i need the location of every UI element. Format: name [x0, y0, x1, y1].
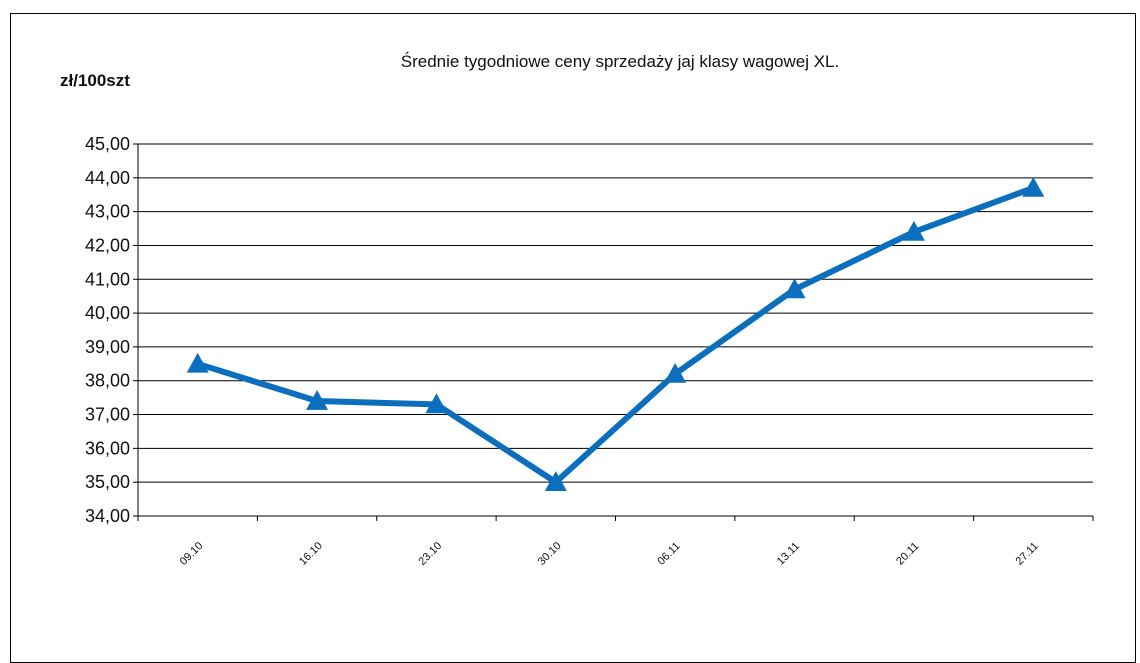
y-axis-label: zł/100szt: [60, 71, 130, 90]
x-tick-label: 23.10: [416, 540, 444, 568]
x-tick-label: 09.10: [178, 540, 206, 568]
x-tick-label: 30.10: [536, 540, 564, 568]
x-tick-labels: 09.10 16.10 23.10 30.10 06.11 13.11 20.11 27.11: [178, 540, 1041, 568]
chart-title: Średnie tygodniowe ceny sprzedaży jaj kl…: [400, 52, 840, 71]
data-point-marker: [306, 390, 329, 410]
data-point-marker: [186, 352, 209, 373]
data-point-marker: [1022, 176, 1045, 197]
y-tick-label: 35,00: [85, 472, 130, 492]
data-point-marker: [783, 278, 806, 299]
chart-frame: [10, 13, 1136, 663]
series-line: [196, 185, 1035, 486]
gridlines: [138, 143, 1093, 517]
y-tick-label: 34,00: [85, 506, 130, 526]
data-point-marker: [902, 220, 925, 241]
data-point-marker: [544, 471, 567, 491]
y-tick-label: 38,00: [85, 371, 130, 391]
y-tick-label: 41,00: [85, 269, 130, 289]
y-tick-label: 40,00: [85, 303, 130, 323]
data-point-marker: [425, 393, 448, 414]
x-tick-label: 06.11: [655, 540, 682, 567]
x-tick-label: 13.11: [775, 540, 802, 567]
x-tick-label: 27.11: [1014, 540, 1041, 567]
series-layer: [186, 176, 1045, 491]
y-tick-labels: 34,00 35,00 36,00 37,00 38,00 39,00 40,00 41,00…: [85, 134, 130, 526]
y-tick-label: 43,00: [85, 202, 130, 222]
y-tick-label: 45,00: [85, 134, 130, 154]
x-tick-label: 16.10: [297, 540, 325, 568]
y-tick-label: 36,00: [85, 438, 130, 458]
y-tick-label: 44,00: [85, 168, 130, 188]
y-tick-label: 42,00: [85, 235, 130, 255]
x-tick-label: 20.11: [894, 540, 921, 567]
y-tick-label: 37,00: [85, 405, 130, 425]
data-point-marker: [664, 362, 687, 383]
axes: [133, 143, 1094, 521]
y-tick-label: 39,00: [85, 337, 130, 357]
